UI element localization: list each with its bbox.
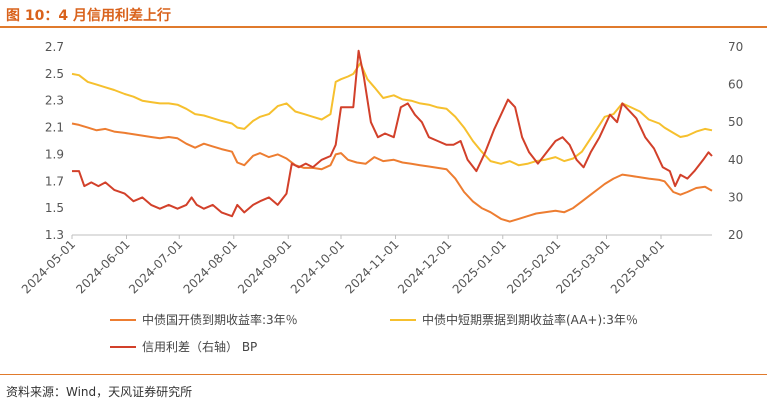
series-line-2: [71, 62, 713, 167]
y-left-tick-label: 1.3: [45, 228, 64, 242]
y-right-tick-label: 30: [728, 190, 743, 204]
x-tick-label: 2024-07-01: [126, 237, 185, 296]
x-tick-label: 2024-12-01: [395, 237, 454, 296]
x-tick-label: 2024-05-01: [19, 237, 78, 296]
y-right-tick-label: 50: [728, 115, 743, 129]
chart-title: 图 10：4 月信用利差上行: [6, 8, 171, 24]
legend-label-1: 中债国开债到期收益率:3年％: [142, 312, 298, 327]
x-tick-label: 2024-09-01: [235, 237, 294, 296]
y-left-tick-label: 1.5: [45, 201, 64, 215]
title-divider: [0, 26, 767, 28]
series-line-1: [71, 122, 713, 223]
x-tick-label: 2024-08-01: [181, 237, 240, 296]
x-tick-label: 2024-06-01: [73, 237, 132, 296]
x-tick-label: 2024-11-01: [342, 237, 401, 296]
y-right-tick-label: 60: [728, 78, 743, 92]
x-tick-label: 2025-01-01: [450, 237, 509, 296]
x-tick-label: 2024-10-01: [288, 237, 347, 296]
y-left-tick-label: 1.9: [45, 147, 64, 161]
series-line-3: [72, 49, 713, 218]
source-note: 资料来源：Wind，天风证券研究所: [6, 385, 193, 399]
y-left-tick-label: 2.7: [45, 40, 64, 54]
footer-divider: [0, 374, 767, 375]
x-tick-label: 2025-04-01: [608, 237, 667, 296]
y-right-tick-label: 20: [728, 228, 743, 242]
y-left-tick-label: 1.7: [45, 174, 64, 188]
legend-label-3: 信用利差（右轴） BP: [142, 339, 257, 354]
y-left-tick-label: 2.1: [45, 121, 64, 135]
y-right-tick-label: 40: [728, 153, 743, 167]
y-left-tick-label: 2.5: [45, 67, 64, 81]
legend-label-2: 中债中短期票据到期收益率(AA+):3年％: [422, 312, 638, 327]
chart-svg: 1.3 1.5 1.7 1.9 2.1 2.3 2.5 2.7 20 30 40 50 60 70 2024…: [19, 40, 743, 354]
y-left-tick-label: 2.3: [45, 94, 64, 108]
y-right-tick-label: 70: [728, 40, 743, 54]
